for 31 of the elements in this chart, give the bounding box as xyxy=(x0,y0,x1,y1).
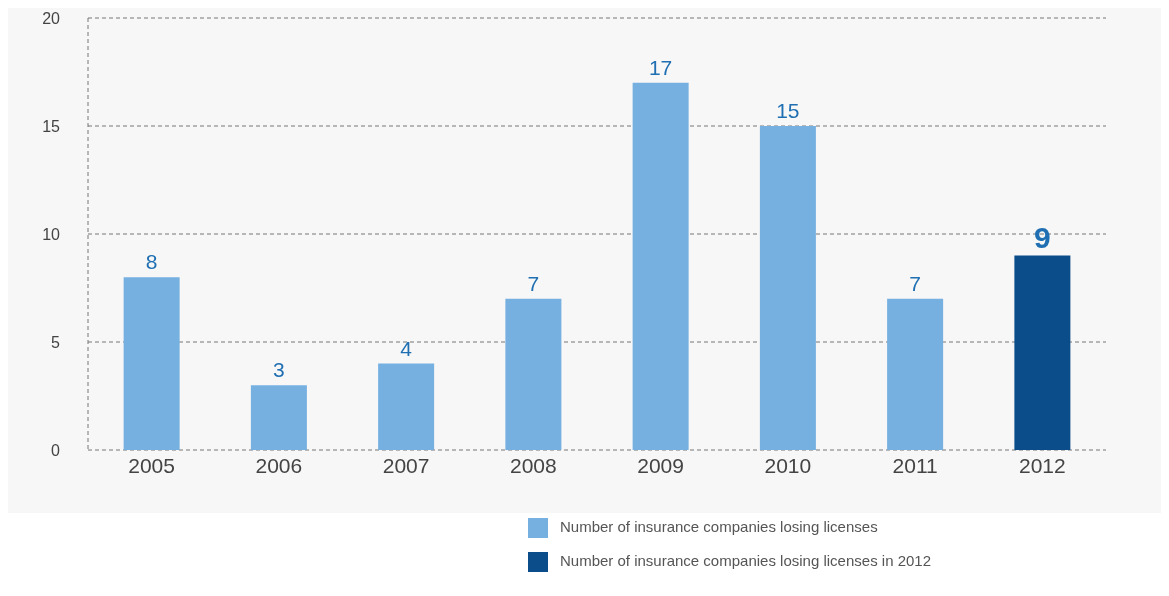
x-tick-label: 2011 xyxy=(892,453,938,477)
legend-label: Number of insurance companies losing licenses xyxy=(559,518,878,535)
bar xyxy=(378,363,435,450)
data-label: 4 xyxy=(400,336,413,360)
bar xyxy=(505,298,562,450)
x-tick-label: 2006 xyxy=(255,453,303,477)
y-tick-label: 0 xyxy=(51,441,61,459)
y-tick-label: 10 xyxy=(42,225,61,243)
bar xyxy=(759,126,816,450)
x-tick-label: 2007 xyxy=(382,453,430,477)
data-label: 15 xyxy=(776,99,800,122)
x-tick-label: 2009 xyxy=(637,453,684,477)
x-tick-label: 2012 xyxy=(1019,453,1066,477)
bar xyxy=(1014,255,1071,450)
data-label: 7 xyxy=(909,271,921,295)
legend-label: Number of insurance companies losing licenses in 2012 xyxy=(559,552,932,569)
data-label: 9 xyxy=(1034,220,1051,254)
y-tick-label: 5 xyxy=(51,333,61,351)
x-tick-label: 2005 xyxy=(128,453,175,477)
x-tick-label: 2010 xyxy=(764,453,812,477)
y-tick-label: 20 xyxy=(42,9,61,27)
x-tick-label: 2008 xyxy=(510,453,557,477)
bar xyxy=(123,277,180,450)
y-tick-label: 15 xyxy=(42,117,61,135)
data-label: 8 xyxy=(145,250,158,274)
data-label: 3 xyxy=(273,358,285,382)
data-label: 17 xyxy=(648,55,673,79)
data-label: 7 xyxy=(527,271,540,295)
bar xyxy=(250,385,307,450)
bar xyxy=(887,298,944,450)
bar xyxy=(632,82,689,450)
